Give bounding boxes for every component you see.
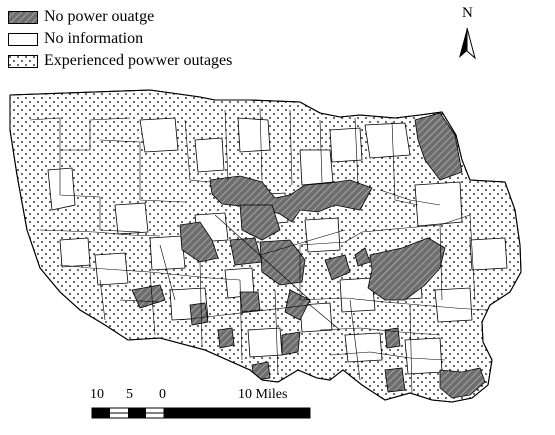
legend-item-no-power-outage: No power ouatge: [8, 6, 232, 28]
no-power-outage-zones: [131, 112, 486, 399]
north-arrow-icon: [459, 27, 476, 60]
scale-bar-graphic: [91, 407, 311, 419]
scale-label-10: 10: [90, 387, 104, 402]
tract-boundaries: [29, 107, 486, 396]
legend-label: No power ouatge: [44, 8, 155, 25]
blank-swatch-icon: [8, 32, 38, 46]
legend-label: No information: [44, 30, 144, 47]
north-arrow: N: [451, 6, 491, 66]
legend-item-experienced-outages: Experienced powwer outages: [8, 50, 232, 72]
scale-bar: 10 5 0 10 Miles: [88, 388, 328, 428]
legend-item-no-information: No information: [8, 28, 232, 50]
scale-label-5: 5: [126, 387, 133, 402]
county-map: [9, 89, 522, 403]
no-information-zones: [47, 117, 508, 375]
north-label: N: [462, 5, 473, 21]
hatch-swatch-icon: [8, 10, 38, 24]
scale-label-miles: 10 Miles: [238, 387, 288, 402]
legend: No power ouatge No information Experienc…: [8, 6, 232, 72]
scale-label-0: 0: [159, 387, 166, 402]
dots-swatch-icon: [8, 54, 38, 68]
legend-label: Experienced powwer outages: [44, 52, 233, 69]
